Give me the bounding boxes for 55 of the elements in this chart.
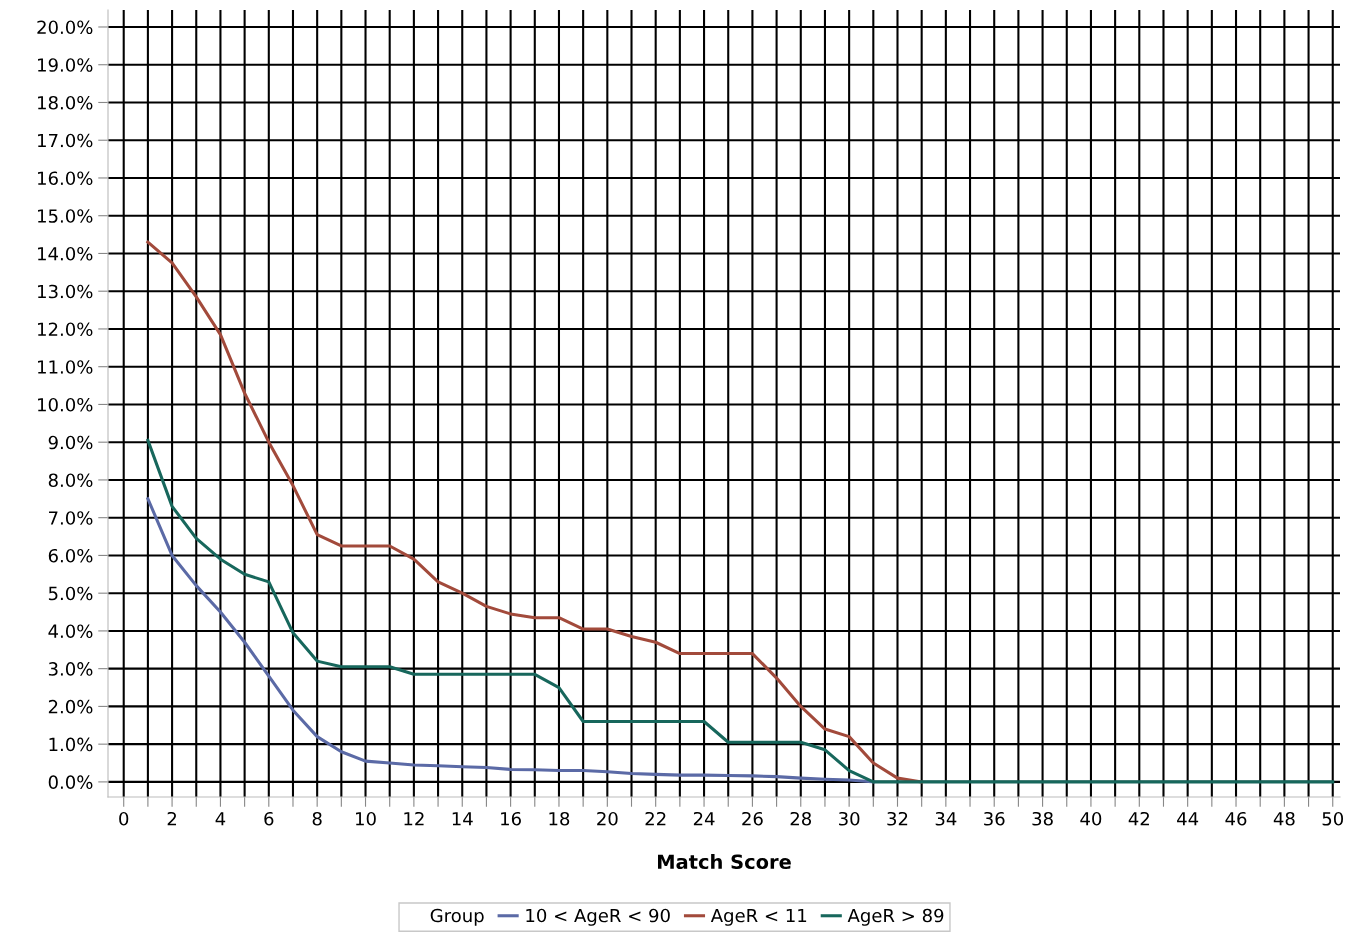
y-tick-label: 16.0% — [38, 171, 93, 186]
x-tick-label: 40 — [1080, 811, 1102, 826]
x-tick-label: 12 — [404, 811, 424, 826]
line-series — [146, 497, 875, 784]
y-tick-label: 18.0% — [38, 95, 93, 110]
legend-title: Group — [430, 908, 484, 926]
x-tick-label: 16 — [501, 811, 521, 826]
y-tick-label: 5.0% — [48, 586, 93, 601]
y-tick-label: 4.0% — [48, 624, 93, 639]
x-tick-label: 44 — [1177, 812, 1199, 826]
y-tick-label: 17.0% — [38, 133, 93, 148]
y-tick-label: 1.0% — [49, 737, 93, 752]
x-tick-label: 50 — [1322, 811, 1344, 826]
x-tick-label: 2 — [167, 811, 177, 826]
y-tick-label: 8.0% — [48, 473, 93, 488]
x-axis-title: Match Score — [658, 854, 791, 870]
x-tick-label: 18 — [549, 811, 570, 826]
x-tick-label: 34 — [935, 811, 957, 826]
y-tick-label: 14.0% — [38, 246, 93, 261]
y-tick-label: 3.0% — [48, 662, 93, 676]
legend-label: AgeR < 11 — [710, 908, 807, 926]
y-tick-label: 20.0% — [37, 20, 93, 35]
y-tick-label: 10.0% — [38, 397, 93, 412]
x-tick-label: 38 — [1032, 811, 1053, 826]
x-tick-label: 4 — [215, 812, 226, 826]
x-tick-label: 26 — [742, 811, 763, 826]
x-tick-label: 22 — [645, 811, 666, 826]
legend-label: 10 < AgeR < 90 — [526, 908, 670, 926]
x-tick-label: 36 — [984, 811, 1005, 826]
x-tick-label: 0 — [119, 811, 129, 826]
y-tick-label: 2.0% — [48, 699, 93, 714]
y-tick-label: 19.0% — [38, 58, 93, 72]
x-tick-label: 30 — [839, 811, 860, 826]
x-tick-label: 42 — [1128, 811, 1149, 826]
x-tick-label: 20 — [597, 811, 618, 826]
x-tick-label: 48 — [1273, 811, 1295, 826]
x-tick-label: 28 — [790, 811, 812, 826]
x-tick-label: 32 — [887, 811, 908, 826]
y-tick-label: 15.0% — [38, 209, 93, 223]
legend-label: AgeR > 89 — [847, 908, 944, 926]
y-tick-label: 13.0% — [38, 284, 93, 299]
x-tick-label: 10 — [356, 811, 376, 826]
y-tick-label: 11.0% — [38, 360, 93, 374]
x-tick-label: 46 — [1225, 811, 1247, 826]
y-tick-label: 9.0% — [48, 435, 93, 450]
y-tick-label: 12.0% — [38, 322, 93, 337]
x-tick-label: 6 — [264, 811, 274, 826]
x-tick-label: 14 — [452, 812, 473, 826]
y-tick-label: 0.0% — [48, 775, 93, 790]
line-series — [146, 438, 1335, 784]
x-tick-label: 24 — [693, 811, 715, 826]
line-series — [146, 240, 924, 784]
x-tick-label: 8 — [312, 811, 322, 826]
y-tick-label: 7.0% — [49, 511, 93, 525]
y-tick-label: 6.0% — [48, 548, 93, 563]
